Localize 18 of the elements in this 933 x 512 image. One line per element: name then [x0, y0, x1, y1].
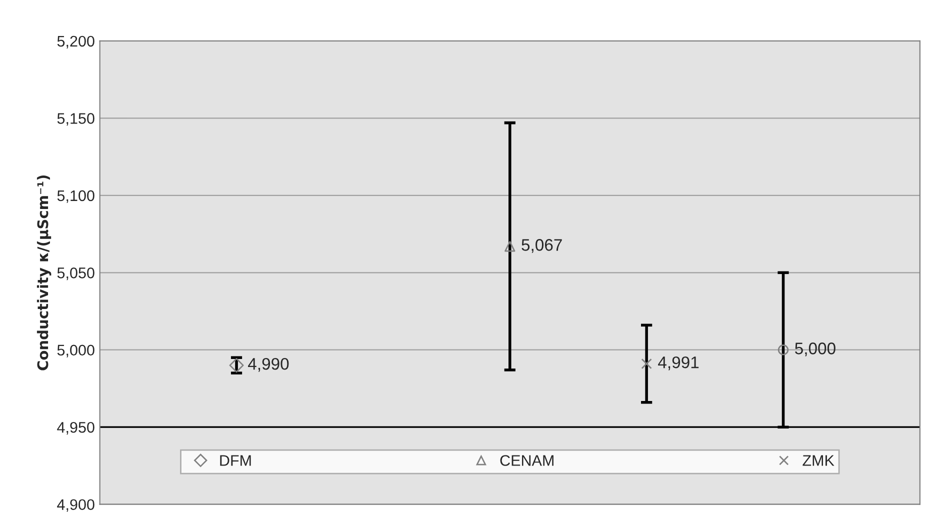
data-label: 4,991: [658, 356, 699, 370]
y-axis-title: Conductivity κ/(μScm⁻¹): [36, 176, 52, 370]
point: [504, 241, 516, 252]
point: [778, 344, 789, 356]
legend-label: ZMK: [802, 455, 834, 466]
y-tick-label: 5,100: [57, 190, 94, 203]
data-label: 5,000: [795, 342, 836, 356]
y-tick-label: 5,000: [57, 344, 94, 358]
data-label: 5,067: [522, 239, 562, 253]
legend-label: DFM: [220, 455, 251, 466]
y-tick-label: 4,950: [57, 422, 94, 435]
y-tick-label: 5,150: [57, 113, 94, 126]
y-tick-label: 5,200: [57, 36, 94, 48]
y-tick-label: 5,050: [57, 268, 94, 280]
legend-label: CENAM: [500, 455, 554, 466]
point: [641, 358, 652, 370]
data-label: 4,990: [248, 358, 289, 372]
y-tick-label: 4,900: [57, 499, 94, 512]
